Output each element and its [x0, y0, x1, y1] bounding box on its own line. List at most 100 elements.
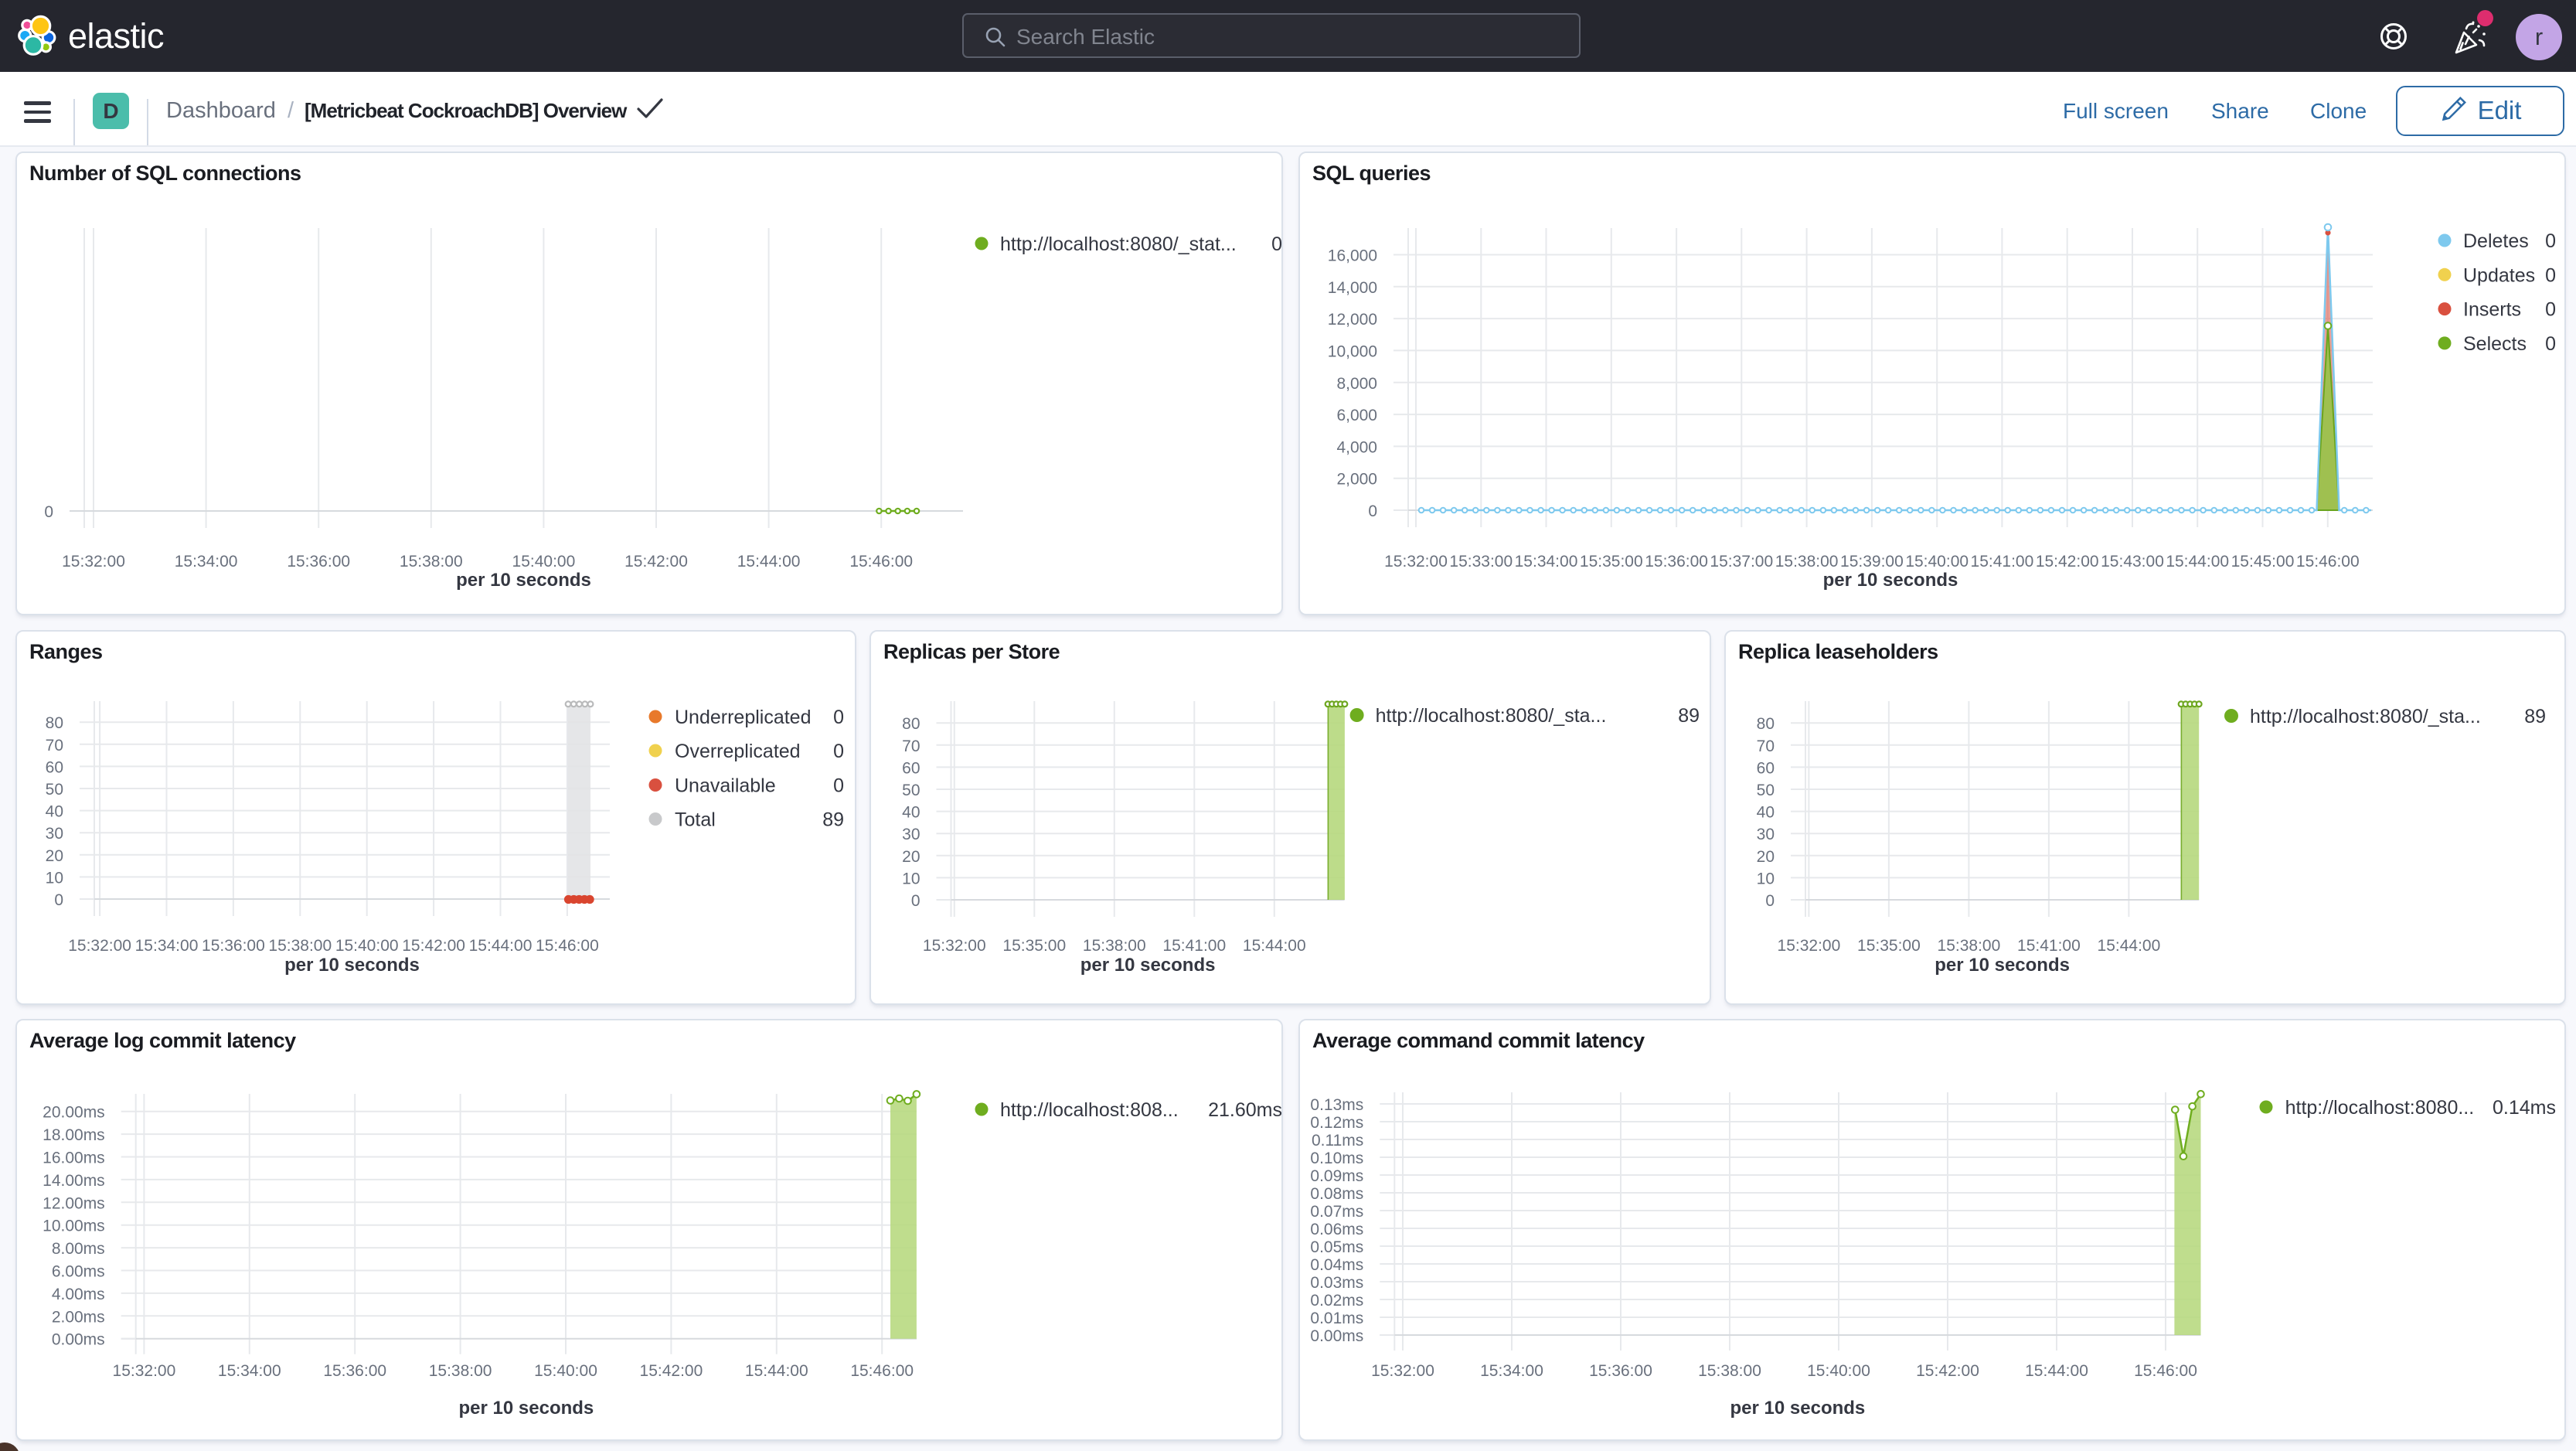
svg-text:15:32:00: 15:32:00: [923, 937, 986, 955]
svg-text:15:38:00: 15:38:00: [400, 553, 463, 571]
svg-text:4.00ms: 4.00ms: [52, 1286, 105, 1303]
svg-text:0: 0: [2545, 299, 2556, 321]
svg-text:15:32:00: 15:32:00: [1371, 1362, 1434, 1380]
svg-text:15:36:00: 15:36:00: [1589, 1362, 1652, 1380]
svg-text:15:38:00: 15:38:00: [1775, 553, 1839, 571]
svg-text:0: 0: [1765, 892, 1775, 910]
svg-text:http://localhost:808...: http://localhost:808...: [1000, 1099, 1179, 1121]
svg-text:15:40:00: 15:40:00: [335, 937, 399, 955]
svg-text:per 10 seconds: per 10 seconds: [459, 1398, 594, 1419]
svg-text:14,000: 14,000: [1328, 279, 1377, 297]
svg-text:20: 20: [902, 848, 920, 866]
svg-text:10: 10: [902, 870, 920, 887]
svg-text:30: 30: [1757, 826, 1775, 843]
svg-text:15:42:00: 15:42:00: [640, 1362, 703, 1380]
svg-text:0.12ms: 0.12ms: [1310, 1114, 1363, 1132]
svg-text:0: 0: [911, 892, 920, 910]
svg-text:Deletes: Deletes: [2463, 230, 2529, 252]
svg-text:Selects: Selects: [2463, 333, 2527, 355]
svg-text:http://localhost:8080...: http://localhost:8080...: [2285, 1097, 2475, 1119]
svg-text:20: 20: [1757, 848, 1775, 866]
svg-text:0: 0: [1271, 233, 1282, 255]
svg-text:Overreplicated: Overreplicated: [675, 741, 801, 762]
svg-text:http://localhost:8080/_stat...: http://localhost:8080/_stat...: [1000, 233, 1237, 255]
svg-text:50: 50: [902, 782, 920, 799]
svg-text:Total: Total: [675, 809, 716, 831]
svg-text:50: 50: [1757, 782, 1775, 799]
svg-text:20.00ms: 20.00ms: [43, 1104, 105, 1122]
svg-text:0.04ms: 0.04ms: [1310, 1256, 1363, 1274]
svg-text:per 10 seconds: per 10 seconds: [1935, 955, 2070, 976]
svg-text:15:40:00: 15:40:00: [512, 553, 576, 571]
svg-text:Inserts: Inserts: [2463, 299, 2521, 321]
svg-text:15:32:00: 15:32:00: [62, 553, 125, 571]
svg-text:4,000: 4,000: [1336, 438, 1377, 456]
svg-text:15:44:00: 15:44:00: [2166, 553, 2229, 571]
svg-text:0.06ms: 0.06ms: [1310, 1221, 1363, 1238]
svg-text:80: 80: [46, 714, 63, 732]
svg-text:per 10 seconds: per 10 seconds: [284, 955, 420, 976]
svg-text:60: 60: [1757, 759, 1775, 777]
svg-text:80: 80: [902, 715, 920, 733]
svg-text:0.07ms: 0.07ms: [1310, 1203, 1363, 1221]
svg-text:40: 40: [46, 803, 63, 821]
svg-text:0.02ms: 0.02ms: [1310, 1292, 1363, 1310]
svg-text:0: 0: [2545, 230, 2556, 252]
svg-text:89: 89: [2524, 706, 2546, 727]
svg-text:15:42:00: 15:42:00: [1916, 1362, 1979, 1380]
svg-text:40: 40: [902, 804, 920, 822]
svg-text:15:32:00: 15:32:00: [68, 937, 131, 955]
svg-text:0.08ms: 0.08ms: [1310, 1185, 1363, 1203]
svg-text:0.01ms: 0.01ms: [1310, 1310, 1363, 1327]
svg-text:50: 50: [46, 781, 63, 799]
svg-text:15:46:00: 15:46:00: [2134, 1362, 2197, 1380]
svg-text:14.00ms: 14.00ms: [43, 1172, 105, 1190]
svg-text:per 10 seconds: per 10 seconds: [1080, 955, 1216, 976]
svg-text:2.00ms: 2.00ms: [52, 1308, 105, 1326]
svg-text:15:36:00: 15:36:00: [202, 937, 265, 955]
svg-text:0: 0: [833, 707, 844, 728]
svg-text:15:46:00: 15:46:00: [536, 937, 599, 955]
svg-text:15:41:00: 15:41:00: [1971, 553, 2034, 571]
svg-text:10: 10: [1757, 870, 1775, 887]
svg-text:18.00ms: 18.00ms: [43, 1126, 105, 1144]
svg-text:16,000: 16,000: [1328, 247, 1377, 265]
svg-text:0.00ms: 0.00ms: [1310, 1327, 1363, 1345]
svg-text:15:35:00: 15:35:00: [1002, 937, 1066, 955]
svg-text:Updates: Updates: [2463, 264, 2535, 286]
svg-text:10.00ms: 10.00ms: [43, 1218, 105, 1235]
svg-text:0: 0: [833, 741, 844, 762]
svg-text:0.09ms: 0.09ms: [1310, 1167, 1363, 1185]
svg-text:Unavailable: Unavailable: [675, 775, 776, 797]
svg-text:15:40:00: 15:40:00: [1905, 553, 1969, 571]
svg-text:15:46:00: 15:46:00: [2296, 553, 2360, 571]
svg-text:15:44:00: 15:44:00: [1243, 937, 1306, 955]
svg-text:15:41:00: 15:41:00: [2017, 937, 2081, 955]
svg-text:0.11ms: 0.11ms: [1312, 1132, 1363, 1150]
svg-text:15:36:00: 15:36:00: [287, 553, 350, 571]
svg-text:0: 0: [833, 775, 844, 797]
svg-text:15:45:00: 15:45:00: [2231, 553, 2295, 571]
svg-text:15:44:00: 15:44:00: [2098, 937, 2161, 955]
svg-text:http://localhost:8080/_sta...: http://localhost:8080/_sta...: [1376, 705, 1607, 727]
svg-text:0.14ms: 0.14ms: [2493, 1097, 2556, 1119]
svg-text:0.13ms: 0.13ms: [1310, 1096, 1363, 1114]
svg-text:15:44:00: 15:44:00: [2025, 1362, 2088, 1380]
svg-text:15:36:00: 15:36:00: [323, 1362, 386, 1380]
svg-text:15:35:00: 15:35:00: [1580, 553, 1643, 571]
svg-text:15:42:00: 15:42:00: [402, 937, 465, 955]
svg-text:89: 89: [822, 809, 844, 831]
svg-text:http://localhost:8080/_sta...: http://localhost:8080/_sta...: [2250, 706, 2481, 727]
svg-text:12,000: 12,000: [1328, 311, 1377, 329]
svg-text:15:42:00: 15:42:00: [2036, 553, 2099, 571]
svg-text:0: 0: [2545, 333, 2556, 355]
svg-text:15:32:00: 15:32:00: [1778, 937, 1841, 955]
svg-text:12.00ms: 12.00ms: [43, 1194, 105, 1212]
svg-text:0.05ms: 0.05ms: [1310, 1238, 1363, 1256]
svg-text:15:38:00: 15:38:00: [1938, 937, 2001, 955]
svg-text:0: 0: [2545, 264, 2556, 286]
svg-text:15:34:00: 15:34:00: [175, 553, 238, 571]
svg-text:20: 20: [46, 847, 63, 865]
svg-text:15:46:00: 15:46:00: [850, 1362, 914, 1380]
svg-text:15:43:00: 15:43:00: [2101, 553, 2164, 571]
